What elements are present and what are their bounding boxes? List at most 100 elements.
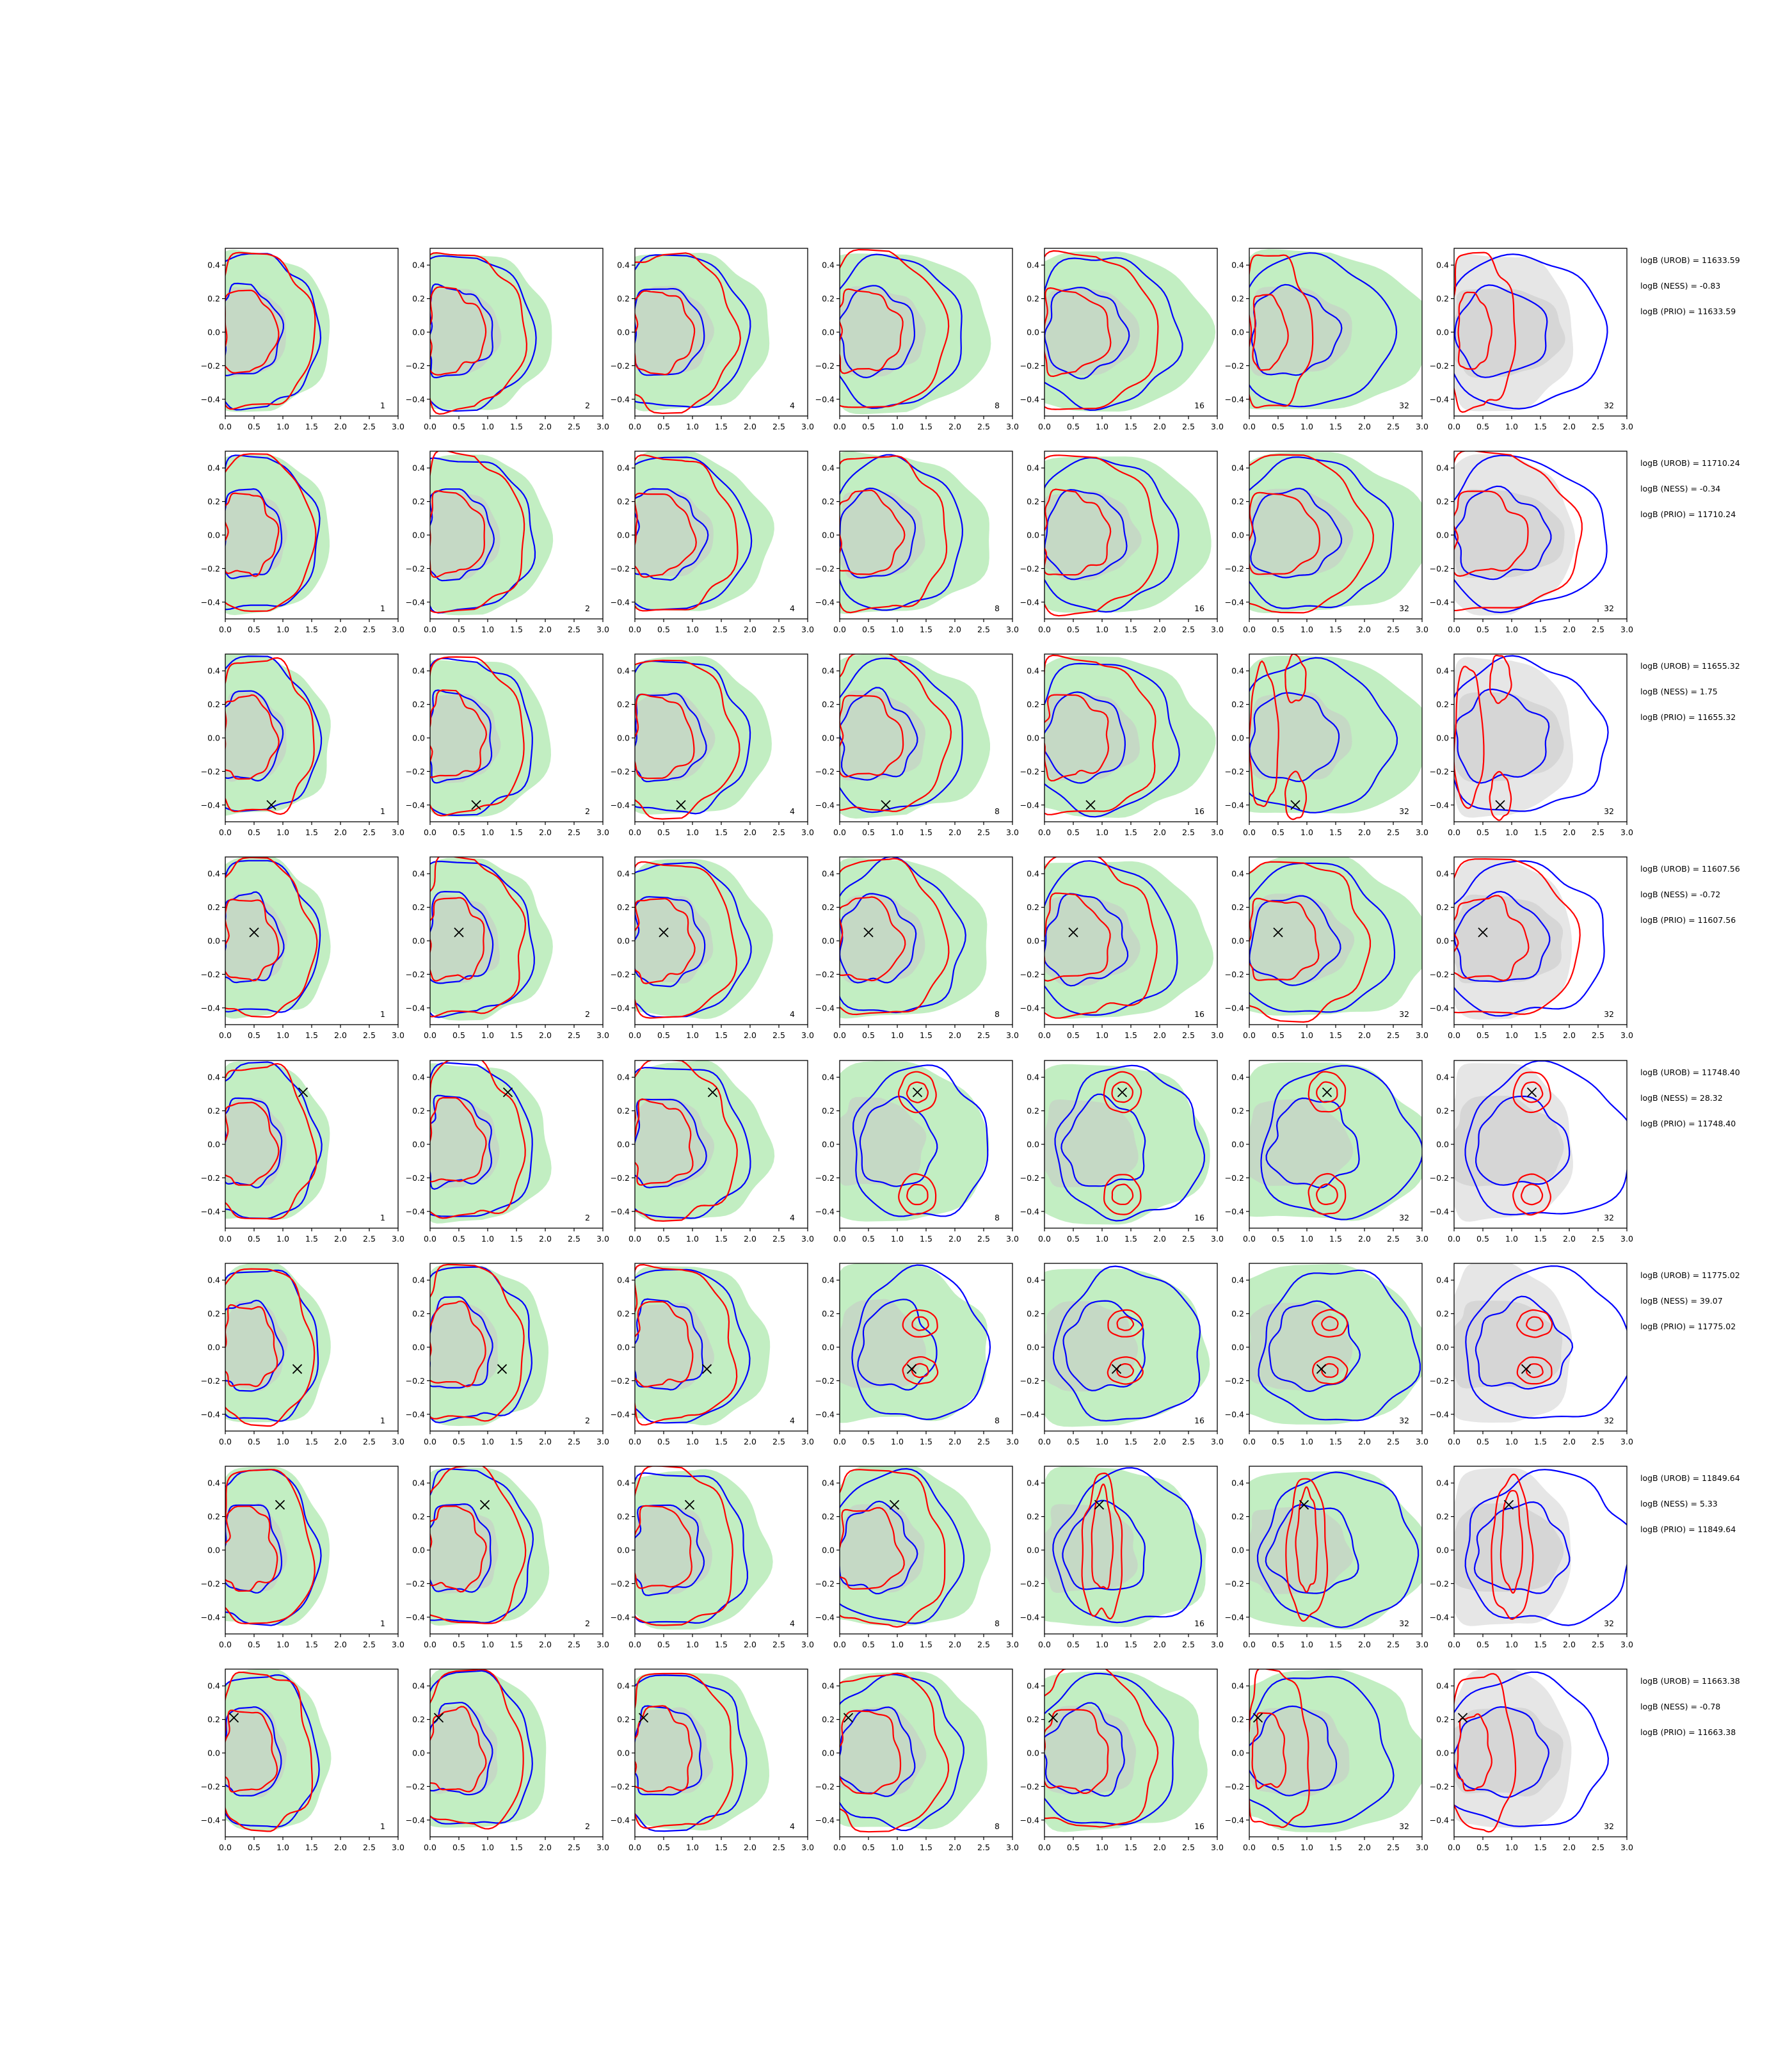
x-tick-label: 0.5 bbox=[1067, 1843, 1080, 1852]
logb-stat: logB (NESS) = 1.75 bbox=[1640, 687, 1718, 696]
y-tick-label: 0.2 bbox=[1231, 497, 1244, 506]
y-tick-label: 0.4 bbox=[822, 1276, 835, 1285]
y-tick-label: −0.2 bbox=[201, 970, 220, 979]
x-tick-label: 0.0 bbox=[424, 625, 436, 634]
x-tick-label: 3.0 bbox=[1416, 828, 1428, 837]
x-tick-label: 1.0 bbox=[1505, 1030, 1518, 1040]
plot-area bbox=[1044, 1466, 1206, 1628]
y-tick-label: 0.4 bbox=[1027, 1276, 1039, 1285]
y-tick-label: −0.4 bbox=[611, 1409, 630, 1419]
panel-r3-c2: 0.4 0.2 0.0 −0.2 −0.4 0.0 0.5 1.0 1.5 2.0 2.5 3.0 2 bbox=[406, 653, 609, 837]
gray-inner-fill bbox=[1249, 893, 1355, 983]
red-outer-contour bbox=[225, 1469, 316, 1624]
x-tick-label: 0.5 bbox=[657, 422, 670, 431]
x-tick-label: 1.5 bbox=[1329, 1640, 1342, 1649]
panel-label: 32 bbox=[1604, 604, 1614, 613]
true-value-marker bbox=[1048, 1713, 1059, 1723]
y-tick-label: −0.4 bbox=[611, 1815, 630, 1825]
red-outer-contour bbox=[635, 1466, 733, 1626]
panel-r6-c7: 0.4 0.2 0.0 −0.2 −0.4 0.0 0.5 1.0 1.5 2.0 2.5 3.0 32 bbox=[1430, 1263, 1633, 1446]
panel-label: 8 bbox=[995, 401, 1000, 410]
x-tick-label: 2.0 bbox=[1563, 1437, 1576, 1446]
red-mode-outer-contour bbox=[902, 1356, 939, 1385]
x-tick-label: 3.0 bbox=[392, 422, 404, 431]
x-tick-label: 0.0 bbox=[219, 1030, 232, 1040]
x-tick-label: 0.5 bbox=[1272, 1640, 1284, 1649]
panel-label: 1 bbox=[380, 401, 385, 410]
x-tick-label: 3.0 bbox=[392, 1234, 404, 1244]
y-tick-label: 0.2 bbox=[1436, 700, 1449, 709]
x-tick-label: 0.5 bbox=[1476, 1437, 1489, 1446]
red-inner-contour bbox=[840, 896, 906, 982]
x-tick-label: 3.0 bbox=[1416, 625, 1428, 634]
panel-label: 8 bbox=[995, 1619, 1000, 1628]
x-tick-label: 1.0 bbox=[276, 625, 289, 634]
blue-outer-contour bbox=[635, 861, 752, 1018]
y-tick-label: −0.2 bbox=[611, 361, 630, 371]
red-outer-contour bbox=[635, 1263, 738, 1426]
panel-label: 2 bbox=[585, 1009, 590, 1019]
y-tick-label: −0.4 bbox=[1020, 1003, 1039, 1012]
red-mode-contour bbox=[1284, 654, 1307, 703]
blue-outer-contour bbox=[430, 255, 537, 412]
y-tick-label: 0.0 bbox=[207, 936, 220, 946]
y-tick-label: 0.0 bbox=[1027, 1343, 1039, 1352]
true-value-marker bbox=[454, 927, 464, 938]
x-tick-label: 1.0 bbox=[1096, 422, 1108, 431]
blue-outer-contour bbox=[635, 1472, 749, 1624]
y-tick-label: 0.4 bbox=[412, 463, 425, 473]
x-tick-label: 0.5 bbox=[1476, 1234, 1489, 1244]
blue-outer-contour bbox=[1052, 1467, 1203, 1624]
gray-inner-fill bbox=[635, 1505, 712, 1594]
panel-label: 8 bbox=[995, 604, 1000, 613]
plot-area bbox=[635, 656, 772, 820]
x-tick-label: 2.0 bbox=[1563, 625, 1576, 634]
panel-r7-c6: 0.4 0.2 0.0 −0.2 −0.4 0.0 0.5 1.0 1.5 2.0 2.5 3.0 32 bbox=[1225, 1466, 1428, 1649]
x-tick-label: 1.5 bbox=[510, 828, 523, 837]
red-inner-contour bbox=[1252, 294, 1289, 371]
x-tick-label: 1.0 bbox=[1096, 1843, 1108, 1852]
x-tick-label: 0.0 bbox=[628, 422, 641, 431]
x-tick-label: 2.5 bbox=[363, 1843, 376, 1852]
y-tick-label: −0.2 bbox=[1225, 1579, 1244, 1588]
x-tick-label: 1.5 bbox=[305, 1437, 318, 1446]
x-tick-label: 3.0 bbox=[1211, 625, 1224, 634]
plot-area bbox=[840, 451, 989, 614]
x-tick-label: 1.0 bbox=[1096, 1030, 1108, 1040]
x-tick-label: 0.0 bbox=[833, 1030, 846, 1040]
panel-r1-c5: 0.4 0.2 0.0 −0.2 −0.4 0.0 0.5 1.0 1.5 2.0 2.5 3.0 16 bbox=[1020, 248, 1224, 431]
gray-inner-fill bbox=[1454, 1300, 1563, 1389]
x-tick-label: 2.0 bbox=[334, 1640, 347, 1649]
y-tick-label: −0.2 bbox=[1430, 767, 1449, 776]
blue-outer-contour bbox=[430, 1062, 533, 1217]
plot-area bbox=[1044, 1064, 1210, 1225]
red-outer-contour bbox=[225, 657, 315, 815]
blue-inner-contour bbox=[1062, 1500, 1146, 1590]
true-value-marker bbox=[275, 1500, 285, 1510]
x-tick-label: 2.0 bbox=[1153, 1030, 1166, 1040]
blue-outer-contour bbox=[1054, 1064, 1206, 1222]
x-tick-label: 0.5 bbox=[1067, 1640, 1080, 1649]
y-tick-label: −0.4 bbox=[1020, 597, 1039, 607]
x-tick-label: 1.0 bbox=[276, 828, 289, 837]
true-value-marker bbox=[881, 800, 891, 810]
x-tick-label: 0.5 bbox=[1272, 828, 1284, 837]
y-tick-label: 0.2 bbox=[617, 700, 630, 709]
x-tick-label: 2.5 bbox=[1387, 422, 1400, 431]
x-tick-label: 2.5 bbox=[363, 1437, 376, 1446]
blue-inner-contour bbox=[1454, 485, 1552, 580]
y-tick-label: 0.2 bbox=[822, 294, 835, 303]
x-tick-label: 0.0 bbox=[1243, 1843, 1256, 1852]
true-value-marker bbox=[1085, 800, 1096, 810]
true-value-marker bbox=[659, 927, 669, 938]
blue-inner-contour bbox=[1473, 1501, 1571, 1594]
y-tick-label: −0.4 bbox=[201, 1003, 220, 1012]
x-tick-label: 3.0 bbox=[392, 625, 404, 634]
x-tick-label: 1.5 bbox=[1534, 1030, 1547, 1040]
x-tick-label: 2.5 bbox=[977, 1437, 990, 1446]
x-tick-label: 3.0 bbox=[801, 1234, 814, 1244]
red-mode-inner-contour bbox=[911, 1363, 929, 1379]
red-inner-contour bbox=[840, 1710, 902, 1795]
x-tick-label: 0.0 bbox=[628, 1640, 641, 1649]
y-tick-label: 0.2 bbox=[1436, 902, 1449, 912]
